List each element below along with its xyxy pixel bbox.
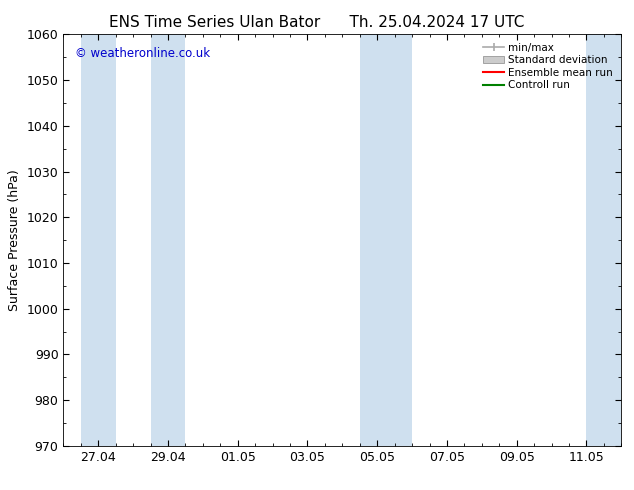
Bar	[394, 34, 412, 446]
Text: ENS Time Series Ulan Bator      Th. 25.04.2024 17 UTC: ENS Time Series Ulan Bator Th. 25.04.202…	[109, 15, 525, 30]
Y-axis label: Surface Pressure (hPa): Surface Pressure (hPa)	[8, 169, 21, 311]
Bar	[586, 34, 621, 446]
Bar	[150, 34, 185, 446]
Bar	[81, 34, 116, 446]
Text: © weatheronline.co.uk: © weatheronline.co.uk	[75, 47, 210, 60]
Bar	[359, 34, 394, 446]
Legend: min/max, Standard deviation, Ensemble mean run, Controll run: min/max, Standard deviation, Ensemble me…	[480, 40, 616, 94]
